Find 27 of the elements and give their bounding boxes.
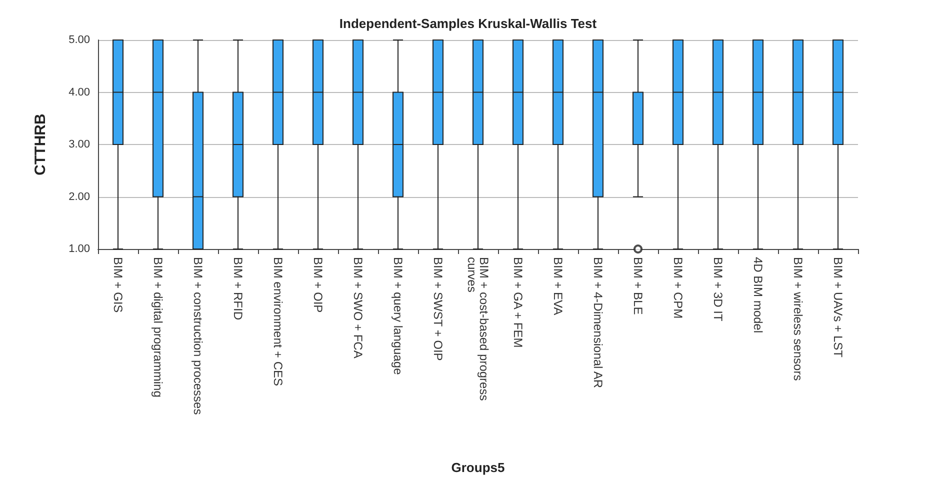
x-axis-title: Groups5 [451, 460, 505, 475]
x-tick-label: BIM + BLE [631, 257, 645, 315]
x-tick-label: BIM + query language [391, 257, 405, 376]
x-tick-label: BIM + cost-based progress curves [465, 257, 491, 404]
y-tick-label: 5.00 [68, 34, 90, 46]
y-tick-label: 1.00 [68, 243, 90, 255]
x-tick-label: BIM + construction processes [191, 257, 205, 415]
x-tick-label: BIM + GIS [111, 257, 125, 313]
x-tick-label: BIM + GA + FEM [511, 257, 525, 348]
y-axis-title: CTTHRB [32, 114, 49, 176]
x-tick-label: 4D BIM model [751, 257, 765, 334]
x-tick-label: BIM environment + CES [271, 257, 285, 386]
x-tick-label: BIM + RFID [231, 257, 245, 320]
x-tick-label: BIM + 3D IT [711, 257, 725, 322]
y-tick-label: 2.00 [68, 190, 90, 203]
x-tick-label: BIM + SWO + FCA [351, 257, 365, 358]
x-tick-label: BIM + CPM [671, 257, 685, 319]
chart-title: Independent-Samples Kruskal-Wallis Test [339, 16, 598, 31]
y-tick-label: 4.00 [68, 86, 90, 98]
x-tick-label: BIM + UAVs + LST [831, 257, 845, 358]
x-tick-label: BIM + EVA [551, 257, 565, 316]
x-tick-label: BIM + 4-Dimensional AR [591, 257, 605, 388]
x-tick-label: BIM + digital programming [151, 257, 165, 398]
x-tick-label: BIM + wireless sensors [791, 257, 805, 381]
x-tick-label: BIM + OIP [311, 257, 325, 313]
y-tick-label: 3.00 [68, 138, 90, 150]
x-tick-label: BIM + SWST + OIP [431, 257, 445, 361]
